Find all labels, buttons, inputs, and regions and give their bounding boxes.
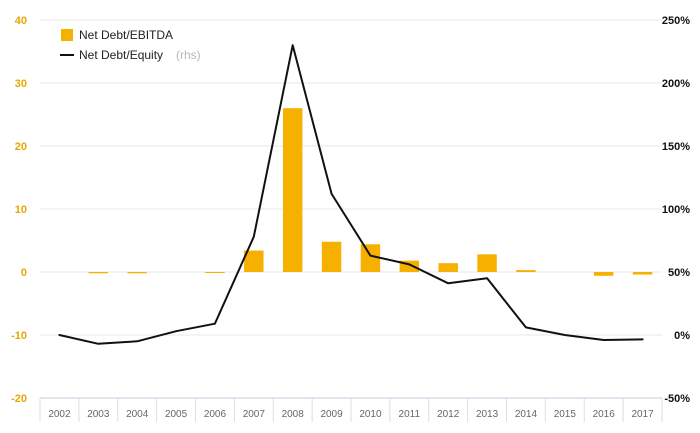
- x-axis-tick-label: 2005: [165, 409, 188, 420]
- x-axis-tick-label: 2003: [87, 409, 110, 420]
- line-net-debt-equity: [58, 44, 644, 345]
- right-axis-tick-label: 200%: [662, 78, 690, 90]
- bar-net-debt-ebitda: [360, 244, 381, 272]
- bar-net-debt-ebitda: [282, 108, 303, 272]
- right-axis-ticks: -50% 0% 50% 100% 150% 200% 250%: [662, 15, 690, 405]
- x-axis-tick-label: 2016: [593, 409, 616, 420]
- x-axis-tick-label: 2009: [320, 409, 343, 420]
- left-axis-tick-label: -20: [11, 393, 27, 405]
- right-axis-tick-label: 0%: [674, 330, 690, 342]
- x-axis-tick-label: 2014: [515, 409, 538, 420]
- bar-net-debt-ebitda: [632, 272, 653, 275]
- bars-net-debt-ebitda: [88, 108, 653, 276]
- bar-net-debt-ebitda: [399, 260, 420, 272]
- x-axis-tick-label: 2010: [359, 409, 382, 420]
- bar-net-debt-ebitda: [205, 272, 225, 273]
- right-axis-tick-label: -50%: [664, 393, 690, 405]
- x-axis-tick-label: 2011: [399, 409, 421, 420]
- bar-net-debt-ebitda: [244, 250, 264, 272]
- left-axis-tick-label: -10: [11, 330, 27, 342]
- left-axis-ticks: -20 -10 0 10 20 30 40: [11, 15, 27, 405]
- x-axis-tick-label: 2017: [631, 409, 654, 420]
- x-axis-tick-label: 2007: [243, 409, 266, 420]
- right-axis-tick-label: 50%: [668, 267, 690, 279]
- bar-net-debt-ebitda: [127, 272, 147, 274]
- x-axis-tick-label: 2015: [554, 409, 577, 420]
- x-axis-tick-label: 2004: [126, 409, 149, 420]
- bar-net-debt-ebitda: [321, 241, 342, 272]
- line-points-net-debt-equity: [59, 45, 643, 344]
- x-axis-tick-label: 2006: [204, 409, 227, 420]
- x-separators: [39, 398, 663, 422]
- left-axis-tick-label: 0: [21, 267, 27, 279]
- bar-net-debt-ebitda: [516, 270, 536, 272]
- right-axis-tick-label: 250%: [662, 15, 690, 27]
- right-axis-tick-label: 150%: [662, 141, 690, 153]
- legend: Net Debt/EBITDA Net Debt/Equity (rhs): [60, 28, 201, 62]
- bar-net-debt-ebitda: [88, 272, 109, 274]
- x-axis-tick-label: 2013: [476, 409, 499, 420]
- legend-label-net-debt-equity: Net Debt/Equity: [79, 48, 163, 62]
- left-axis-tick-label: 40: [15, 15, 27, 27]
- legend-swatch-net-debt-ebitda: [61, 29, 73, 41]
- bar-net-debt-ebitda: [477, 254, 497, 272]
- x-axis-tick-label: 2012: [437, 409, 460, 420]
- legend-suffix-rhs: (rhs): [176, 48, 201, 62]
- legend-label-net-debt-ebitda: Net Debt/EBITDA: [79, 28, 173, 42]
- x-axis-tick-label: 2002: [48, 409, 71, 420]
- bar-net-debt-ebitda: [438, 263, 458, 272]
- x-axis-ticks: 2002 2003 2004 2005 2006 2007 2008 2009 2010 2011…: [48, 409, 654, 420]
- left-axis-tick-label: 20: [15, 141, 27, 153]
- bar-net-debt-ebitda: [593, 272, 614, 276]
- left-axis-tick-label: 10: [15, 204, 27, 216]
- right-axis-tick-label: 100%: [662, 204, 690, 216]
- left-axis-tick-label: 30: [15, 78, 27, 90]
- x-axis-tick-label: 2008: [282, 409, 305, 420]
